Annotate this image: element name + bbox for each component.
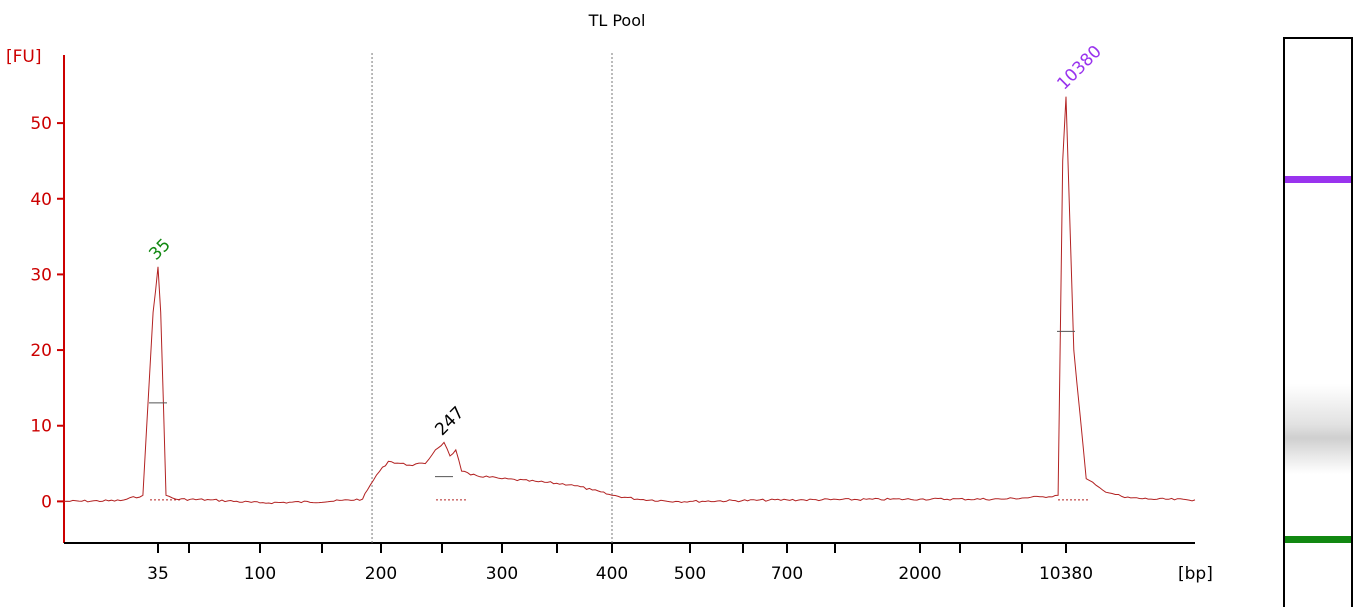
y-tick-label: 30	[30, 265, 52, 285]
peak-label: 10380	[1053, 42, 1105, 94]
gel-marker-band	[1285, 536, 1351, 544]
gel-smear-band	[1285, 384, 1351, 475]
trace-layer	[63, 96, 1196, 505]
y-tick-label: 10	[30, 417, 52, 437]
x-tick-label: 10380	[1039, 564, 1093, 584]
axes: 0 10 20 30 40 50 35 100 200 300 400 500 700 2000 10380	[30, 55, 1195, 584]
x-tick-label: 35	[147, 564, 169, 584]
x-tick-label: 300	[486, 564, 518, 584]
peak-label: 35	[145, 235, 174, 264]
x-tick-label: 2000	[898, 564, 941, 584]
x-tick-label: 500	[674, 564, 706, 584]
chart-title: TL Pool	[588, 11, 646, 30]
peak-labels: 35 247 10380	[145, 42, 1106, 501]
x-axis-label: [bp]	[1178, 564, 1213, 584]
y-tick-label: 0	[41, 492, 52, 512]
y-axis-label: [FU]	[6, 47, 42, 67]
gel-marker-band	[1285, 175, 1351, 183]
x-tick-label: 100	[244, 564, 276, 584]
x-tick-label: 700	[771, 564, 803, 584]
y-tick-label: 50	[30, 114, 52, 134]
gel-lane	[1283, 37, 1353, 607]
x-tick-label: 400	[596, 564, 628, 584]
x-tick-label: 200	[365, 564, 397, 584]
y-tick-label: 20	[30, 341, 52, 361]
y-tick-label: 40	[30, 190, 52, 210]
electropherogram-trace	[63, 96, 1196, 505]
peak-label: 247	[431, 403, 468, 440]
electropherogram-plot: TL Pool [FU] [bp] 0 10 20 30 40 50 35 100 200 300…	[6, 11, 1213, 584]
region-markers	[371, 53, 613, 543]
